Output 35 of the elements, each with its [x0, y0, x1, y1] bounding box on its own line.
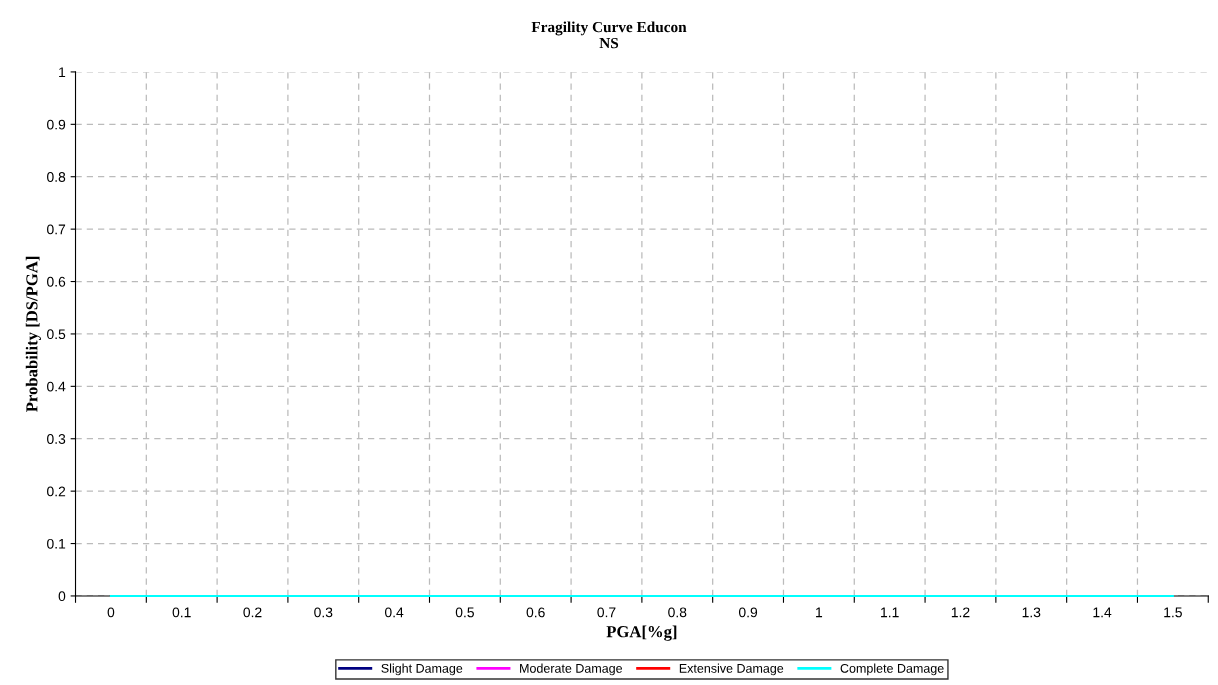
- x-tick-label: 1.5: [1164, 607, 1182, 618]
- x-tick-label: 0.6: [526, 607, 545, 618]
- y-tick-label: 0.8: [47, 172, 66, 182]
- x-tick-label: 0.1: [172, 607, 191, 618]
- legend-label: Extensive Damage: [679, 663, 784, 676]
- x-tick-label: 0.9: [738, 607, 758, 618]
- x-tick-label: 0.8: [668, 607, 687, 618]
- x-tick-label: 0.7: [597, 607, 616, 618]
- y-axis-title: Probability [DS/PGA]: [25, 256, 41, 412]
- y-tick-label: 0: [58, 591, 66, 602]
- chart-title: Fragility Curve Educon: [531, 21, 687, 36]
- y-tick-label: 1: [59, 67, 66, 77]
- x-tick-label: 1.2: [951, 607, 970, 618]
- x-tick-label: 1: [816, 607, 823, 618]
- x-tick-label: 1.4: [1093, 607, 1112, 618]
- x-tick-label: 0.4: [384, 607, 404, 618]
- x-tick-label: 0.5: [455, 607, 474, 618]
- y-tick-label: 0.4: [47, 381, 66, 392]
- x-tick-label: 1.1: [881, 607, 899, 618]
- legend-label: Moderate Damage: [520, 663, 623, 676]
- y-tick-label: 0.3: [47, 434, 66, 444]
- x-tick-label: 0.2: [243, 607, 262, 618]
- y-tick-label: 0.7: [47, 224, 66, 235]
- y-tick-label: 0.2: [47, 486, 66, 497]
- y-tick-label: 0.9: [47, 119, 66, 130]
- x-tick-label: 0: [107, 607, 115, 618]
- y-tick-label: 0.5: [47, 329, 66, 340]
- x-tick-label: 1.3: [1022, 607, 1041, 618]
- legend-label: Slight Damage: [381, 663, 463, 676]
- chart-subtitle: NS: [599, 38, 619, 49]
- y-tick-label: 0.6: [47, 276, 66, 287]
- x-axis-title: PGA[%g]: [606, 625, 677, 641]
- y-tick-label: 0.1: [47, 538, 66, 549]
- x-tick-label: 0.3: [314, 607, 333, 618]
- legend-label: Complete Damage: [840, 663, 944, 676]
